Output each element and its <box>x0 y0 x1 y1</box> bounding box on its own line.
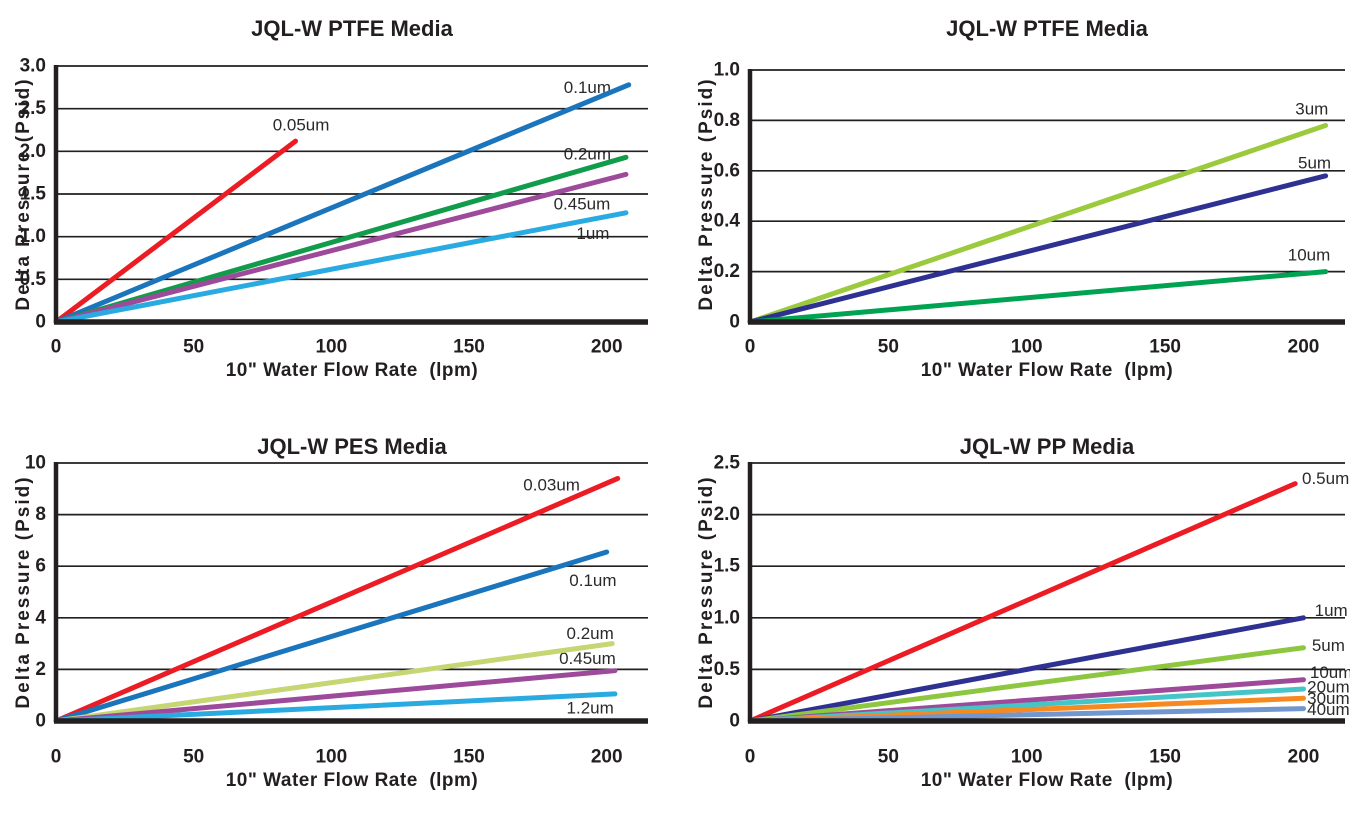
x-tick-200: 200 <box>1288 747 1320 768</box>
y-tick-0.8: 0.8 <box>714 110 740 131</box>
x-tick-150: 150 <box>453 747 485 768</box>
series-line-1um <box>747 615 1306 724</box>
x-tick-50: 50 <box>878 747 899 768</box>
x-tick-50: 50 <box>183 747 204 768</box>
y-tick-8: 8 <box>35 504 46 525</box>
x-tick-200: 200 <box>591 747 623 768</box>
chart-cell-ptfe-fine: JQL-W PTFE Media Delta Pressure (Psid) 0… <box>0 0 675 410</box>
y-tick-0: 0 <box>35 711 46 732</box>
series-label-0.2um: 0.2um <box>564 144 611 163</box>
y-tick-2.0: 2.0 <box>20 141 46 162</box>
y-tick-6: 6 <box>35 556 46 577</box>
series-line-0.1um <box>53 82 632 325</box>
series-label-3um: 3um <box>1295 100 1328 119</box>
chart-title: JQL-W PTFE Media <box>251 16 453 41</box>
x-axis-label: 10" Water Flow Rate (lpm) <box>225 360 479 381</box>
y-tick-1.0: 1.0 <box>20 226 46 247</box>
y-tick-0.2: 0.2 <box>714 261 740 282</box>
plot-ptfe-fine: 0.05um 0.1um 0.2um 0.45um 1um 0 0.5 1.0 1.5 2.0 2.… <box>20 56 648 358</box>
series-label-10um: 10um <box>1310 663 1350 682</box>
series-line-0.2um <box>53 154 629 325</box>
series-line-10um <box>747 269 1329 325</box>
x-tick-50: 50 <box>878 337 899 358</box>
x-axis-label: 10" Water Flow Rate (lpm) <box>225 770 479 791</box>
y-tick-1.0: 1.0 <box>714 607 740 628</box>
x-tick-150: 150 <box>1149 337 1181 358</box>
x-tick-0: 0 <box>51 747 62 768</box>
series-label-5um: 5um <box>1312 636 1345 655</box>
y-tick-2.5: 2.5 <box>20 98 47 119</box>
x-tick-150: 150 <box>453 337 485 358</box>
x-tick-200: 200 <box>1288 337 1320 358</box>
x-tick-50: 50 <box>183 337 204 358</box>
chart-cell-pp: JQL-W PP Media Delta Pressure (Psid) 0.5… <box>675 410 1350 820</box>
x-axis-label: 10" Water Flow Rate (lpm) <box>920 770 1174 791</box>
y-tick-0.6: 0.6 <box>714 160 740 181</box>
series-line-0.05um <box>53 138 299 325</box>
series-label-0.1um: 0.1um <box>564 78 611 97</box>
series-label-1.2um: 1.2um <box>567 699 614 718</box>
series-label-40um: 40um <box>1307 700 1350 719</box>
x-tick-100: 100 <box>315 747 347 768</box>
x-tick-0: 0 <box>51 337 62 358</box>
series-label-0.5um: 0.5um <box>1302 469 1349 488</box>
chart-cell-pes: JQL-W PES Media Delta Pressure (Psid) 0.… <box>0 410 675 820</box>
y-tick-10: 10 <box>25 453 46 474</box>
series-label-0.2um: 0.2um <box>567 624 614 643</box>
y-tick-1.5: 1.5 <box>714 556 741 577</box>
y-tick-2.0: 2.0 <box>714 504 740 525</box>
y-tick-1.0: 1.0 <box>714 60 740 81</box>
series-label-0.45um: 0.45um <box>559 649 616 668</box>
series-line-3um <box>747 122 1329 325</box>
chart-cell-ptfe-coarse: JQL-W PTFE Media Delta Pressure (Psid) 3… <box>675 0 1350 410</box>
x-axis-label: 10" Water Flow Rate (lpm) <box>920 360 1174 381</box>
series-line-0.45um <box>53 668 618 724</box>
series-line-5um <box>747 173 1329 325</box>
series-label-1um: 1um <box>576 224 609 243</box>
plot-ptfe-coarse: 3um 5um 10um 0 0.2 0.4 0.6 0.8 1.0 0 50 100 150 200 <box>714 60 1345 358</box>
chart-title: JQL-W PP Media <box>959 434 1135 459</box>
series-label-30um: 30um <box>1307 689 1350 708</box>
x-tick-150: 150 <box>1149 747 1181 768</box>
series-label-0.03um: 0.03um <box>523 475 580 494</box>
series-line-1.2um <box>53 691 618 724</box>
x-tick-100: 100 <box>315 337 347 358</box>
series-line-0.45um <box>53 171 629 325</box>
series-line-1um <box>53 210 629 325</box>
series-label-0.1um: 0.1um <box>569 571 616 590</box>
series-line-0.03um <box>53 475 621 724</box>
chart-title: JQL-W PES Media <box>257 434 447 459</box>
series-line-0.5um <box>747 481 1298 724</box>
y-tick-2.5: 2.5 <box>714 453 741 474</box>
y-tick-0.5: 0.5 <box>20 269 47 290</box>
y-tick-4: 4 <box>35 607 46 628</box>
y-tick-1.5: 1.5 <box>20 184 47 205</box>
series-label-5um: 5um <box>1298 154 1331 173</box>
series-label-0.05um: 0.05um <box>273 115 330 134</box>
series-line-0.1um <box>53 549 610 724</box>
x-tick-100: 100 <box>1011 747 1043 768</box>
y-tick-2: 2 <box>35 659 46 680</box>
y-tick-0.5: 0.5 <box>714 659 741 680</box>
chart-title: JQL-W PTFE Media <box>946 16 1148 41</box>
x-tick-200: 200 <box>591 337 623 358</box>
x-tick-0: 0 <box>745 337 756 358</box>
x-tick-0: 0 <box>745 747 756 768</box>
y-tick-0: 0 <box>729 711 740 732</box>
series-label-20um: 20um <box>1307 677 1350 696</box>
y-tick-3.0: 3.0 <box>20 56 46 77</box>
series-line-5um <box>747 645 1306 724</box>
series-label-10um: 10um <box>1288 246 1331 265</box>
y-tick-0.4: 0.4 <box>714 211 741 232</box>
y-tick-0: 0 <box>729 312 740 333</box>
series-label-1um: 1um <box>1315 601 1348 620</box>
x-tick-100: 100 <box>1011 337 1043 358</box>
y-tick-0: 0 <box>35 312 46 333</box>
series-line-0.2um <box>53 641 615 724</box>
series-label-0.45um: 0.45um <box>554 195 611 214</box>
